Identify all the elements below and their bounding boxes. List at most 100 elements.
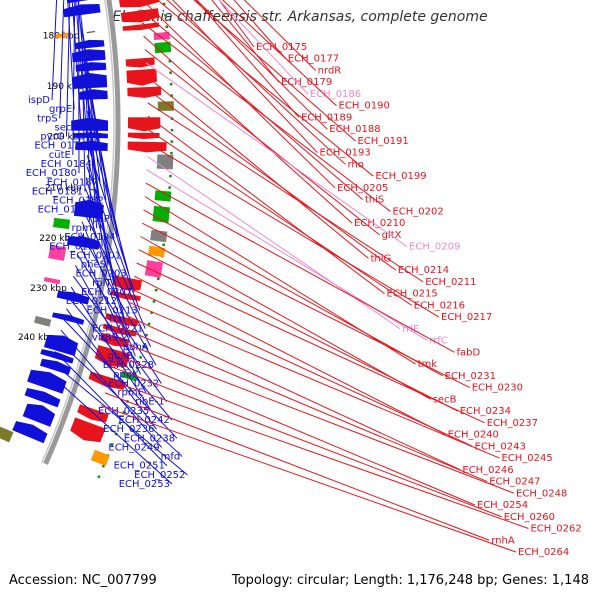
right-gene-label[interactable]: nrdR: [318, 65, 342, 76]
feature-box[interactable]: [153, 31, 171, 41]
left-gene-label[interactable]: cutE: [49, 150, 71, 161]
left-gene-label[interactable]: ispD: [28, 95, 50, 106]
right-gene-label[interactable]: fabD: [456, 347, 480, 358]
right-gene-label[interactable]: ECH_0240: [448, 430, 499, 441]
right-gene-label[interactable]: ECH_0189: [301, 112, 352, 123]
left-gene-label[interactable]: trpS: [37, 113, 58, 124]
right-gene-label[interactable]: ECH_0260: [504, 512, 555, 523]
left-gene-label[interactable]: ECH_0251: [114, 461, 165, 472]
right-gene-label[interactable]: ECH_0262: [530, 524, 581, 535]
left-gene-label[interactable]: ribE-1: [135, 397, 165, 408]
forward-gene[interactable]: [120, 8, 160, 23]
reverse-gene[interactable]: [24, 388, 61, 408]
reverse-gene[interactable]: [22, 403, 56, 427]
right-gene-label[interactable]: rrlE: [402, 324, 419, 335]
forward-gene[interactable]: [70, 417, 106, 443]
left-gene-label[interactable]: ECH_0236: [103, 424, 154, 435]
left-gene-label[interactable]: ECH_0221: [92, 324, 143, 335]
left-gene-label[interactable]: ECH_0252: [134, 470, 185, 481]
left-gene-label[interactable]: rpmI: [71, 223, 94, 234]
right-gene-label[interactable]: ECH_0190: [339, 101, 390, 112]
left-gene-label[interactable]: ECH_0203: [75, 269, 126, 280]
feature-box[interactable]: [154, 190, 172, 202]
reverse-gene[interactable]: [27, 369, 67, 394]
reverse-gene[interactable]: [12, 421, 48, 444]
left-gene-label[interactable]: rplT: [92, 278, 112, 289]
forward-gene[interactable]: [119, 0, 160, 8]
right-gene-label[interactable]: ECH_0188: [329, 124, 380, 135]
right-gene-label[interactable]: rrfC: [429, 336, 448, 347]
feature-box[interactable]: [154, 41, 172, 54]
forward-gene[interactable]: [128, 117, 161, 132]
reverse-gene[interactable]: [40, 349, 74, 364]
feature-box[interactable]: [150, 229, 168, 243]
left-gene-label[interactable]: ECH_0187: [47, 177, 98, 188]
forward-gene[interactable]: [112, 275, 142, 291]
feature-box[interactable]: [54, 32, 72, 39]
left-gene-label[interactable]: ECH_0238: [124, 433, 175, 444]
feature-box[interactable]: [157, 101, 174, 111]
reverse-gene[interactable]: [72, 49, 106, 63]
right-gene-label[interactable]: ECH_0245: [501, 453, 552, 464]
right-gene-label[interactable]: ECH_0210: [354, 218, 405, 229]
feature-box[interactable]: [152, 205, 171, 223]
left-gene-label[interactable]: ECH_0213: [87, 305, 138, 316]
reverse-gene[interactable]: [52, 312, 85, 325]
right-gene-label[interactable]: thiS: [365, 195, 384, 206]
left-gene-label[interactable]: ECH_0253: [119, 479, 170, 490]
forward-gene[interactable]: [99, 332, 130, 348]
forward-gene[interactable]: [127, 86, 162, 98]
right-gene-label[interactable]: ECH_0231: [445, 371, 496, 382]
left-gene-label[interactable]: ECH_0207: [81, 287, 132, 298]
right-gene-label[interactable]: ECH_0202: [392, 206, 443, 217]
left-gene-label[interactable]: ECH_0182: [53, 196, 104, 207]
right-gene-label[interactable]: ECH_0186: [310, 89, 361, 100]
left-gene-label[interactable]: ECH_0228: [103, 360, 154, 371]
feature-box[interactable]: [48, 244, 67, 261]
feature-box[interactable]: [90, 449, 110, 467]
left-gene-label[interactable]: ECH_0180: [26, 168, 77, 179]
right-gene-label[interactable]: ECH_0230: [472, 383, 523, 394]
forward-gene[interactable]: [88, 371, 126, 390]
right-gene-label[interactable]: ECH_0179: [281, 77, 332, 88]
reverse-gene[interactable]: [75, 62, 107, 72]
left-gene-label[interactable]: ECH_0174: [34, 141, 85, 152]
right-gene-label[interactable]: rho: [347, 159, 363, 170]
right-gene-label[interactable]: ECH_0211: [425, 277, 476, 288]
right-gene-label[interactable]: ECH_0234: [460, 406, 511, 417]
right-gene-label[interactable]: ECH_0217: [441, 312, 492, 323]
reverse-gene[interactable]: [56, 290, 90, 305]
feature-box[interactable]: [34, 315, 52, 327]
right-gene-label[interactable]: ECH_0177: [288, 54, 339, 65]
left-gene-label[interactable]: rpmE: [117, 388, 144, 399]
right-gene-label[interactable]: tmk: [418, 359, 438, 370]
left-gene-label[interactable]: virB9-2: [92, 333, 128, 344]
right-gene-label[interactable]: ECH_0214: [398, 265, 449, 276]
feature-box[interactable]: [148, 245, 166, 258]
right-gene-label[interactable]: ECH_0237: [487, 418, 538, 429]
left-gene-label[interactable]: ECH_0235: [98, 406, 149, 417]
right-gene-label[interactable]: secB: [433, 394, 457, 405]
right-gene-label[interactable]: ECH_0199: [375, 171, 426, 182]
right-gene-label[interactable]: ECH_0248: [516, 488, 567, 499]
right-gene-label[interactable]: ECH_0209: [409, 242, 460, 253]
feature-box[interactable]: [43, 277, 61, 285]
left-gene-label[interactable]: ECH_0183: [38, 205, 89, 216]
reverse-gene[interactable]: [39, 358, 71, 375]
forward-gene[interactable]: [126, 68, 157, 86]
right-gene-label[interactable]: ECH_0264: [518, 547, 569, 558]
left-gene-label[interactable]: trx: [109, 314, 123, 325]
right-gene-label[interactable]: ECH_0215: [387, 289, 438, 300]
left-gene-label[interactable]: pheS: [81, 260, 106, 271]
forward-gene[interactable]: [125, 57, 155, 68]
feature-box[interactable]: [53, 217, 71, 230]
right-gene-label[interactable]: ECH_0247: [489, 477, 540, 488]
left-gene-label[interactable]: ECH_0194: [64, 232, 115, 243]
left-gene-label[interactable]: ECH_0184: [41, 159, 92, 170]
feature-box[interactable]: [0, 426, 14, 443]
right-gene-label[interactable]: ECH_0191: [357, 136, 408, 147]
right-gene-label[interactable]: ECH_0205: [337, 183, 388, 194]
right-gene-label[interactable]: ECH_0243: [475, 441, 526, 452]
left-gene-label[interactable]: ECH_0195: [49, 241, 100, 252]
